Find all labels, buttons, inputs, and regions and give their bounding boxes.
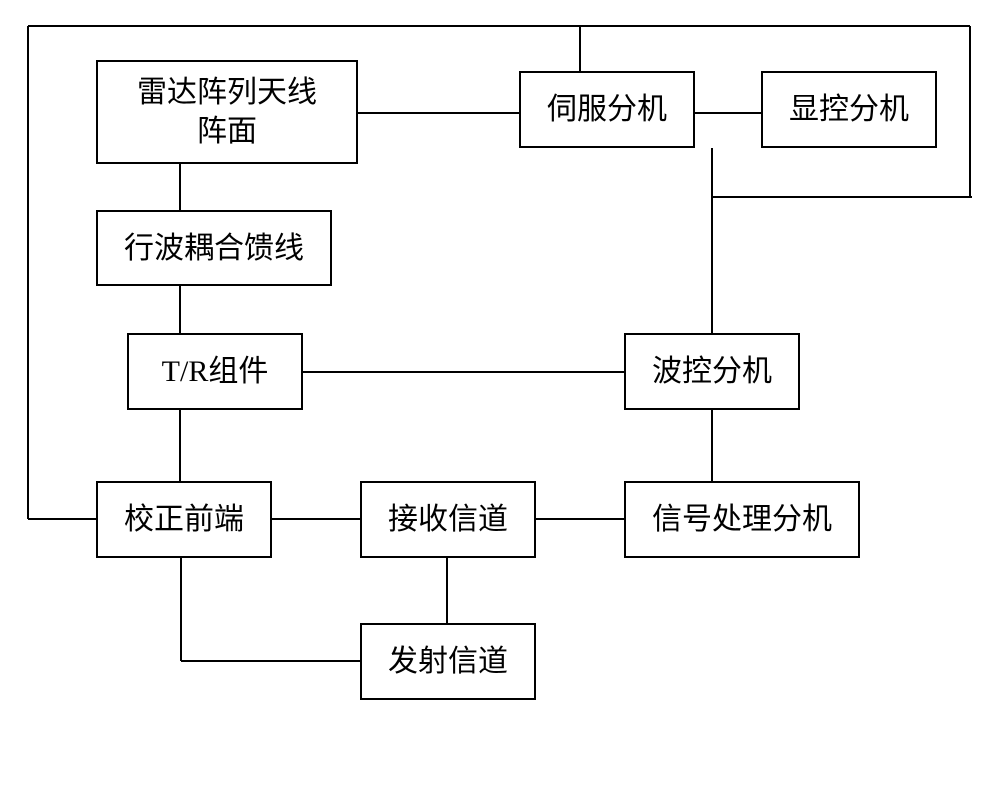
node-label: 伺服分机 [547, 90, 667, 129]
node-servo: 伺服分机 [519, 71, 695, 148]
edge-display-mid-h [712, 196, 972, 198]
edge-calib-tx-h [181, 660, 360, 662]
node-label: 雷达阵列天线阵面 [137, 73, 317, 151]
edge-beam-sigproc [711, 410, 713, 481]
edge-antenna-feed [179, 164, 181, 210]
node-label: 波控分机 [652, 352, 772, 391]
node-label: 接收信道 [388, 500, 508, 539]
node-antenna: 雷达阵列天线阵面 [96, 60, 358, 164]
node-label: 发射信道 [388, 642, 508, 681]
edge-antenna-servo [358, 112, 519, 114]
edge-servo-display [695, 112, 761, 114]
node-feed: 行波耦合馈线 [96, 210, 332, 286]
edge-display-beam-v [711, 148, 713, 333]
node-beam: 波控分机 [624, 333, 800, 410]
edge-servo-top-v [579, 26, 581, 71]
node-label: 校正前端 [124, 500, 244, 539]
node-label: 信号处理分机 [652, 500, 832, 539]
edge-left-calib-h [28, 518, 96, 520]
node-label: T/R组件 [162, 352, 269, 391]
node-sigproc: 信号处理分机 [624, 481, 860, 558]
node-display: 显控分机 [761, 71, 937, 148]
edge-top-bus-h [28, 25, 970, 27]
edge-left-bus-v [27, 26, 29, 519]
node-label: 显控分机 [789, 90, 909, 129]
edge-rx-sigproc [536, 518, 624, 520]
edge-rx-tx [446, 558, 448, 623]
node-rx: 接收信道 [360, 481, 536, 558]
node-tr: T/R组件 [127, 333, 303, 410]
edge-calib-rx [272, 518, 360, 520]
edge-calib-tx-v [180, 558, 182, 661]
node-calib: 校正前端 [96, 481, 272, 558]
edge-tr-beam [303, 371, 624, 373]
node-tx: 发射信道 [360, 623, 536, 700]
edge-tr-calib [179, 410, 181, 481]
node-label: 行波耦合馈线 [124, 229, 304, 268]
edge-display-top-v [969, 26, 971, 197]
edge-feed-tr [179, 286, 181, 333]
